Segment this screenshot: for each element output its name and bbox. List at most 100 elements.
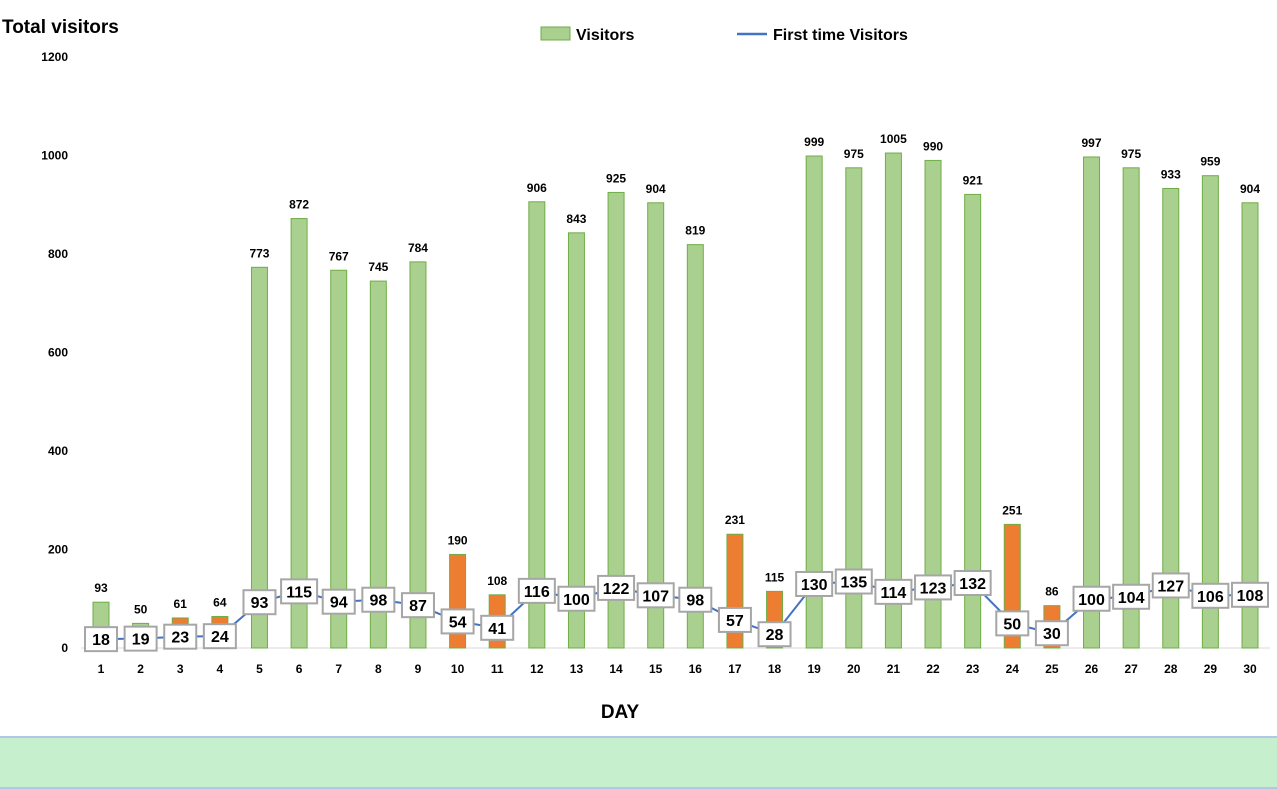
bar-visitors-day-8 — [369, 280, 387, 649]
bar-value-label: 997 — [1082, 136, 1102, 150]
x-tick-label: 5 — [256, 662, 263, 676]
x-tick-label: 9 — [415, 662, 422, 676]
line-point-label: 104 — [1118, 590, 1145, 607]
x-tick-label: 8 — [375, 662, 382, 676]
bar-value-label: 773 — [249, 246, 269, 260]
line-point-label-box — [1151, 572, 1190, 599]
line-point-label-box — [953, 569, 992, 596]
line-point-label-box — [1112, 583, 1151, 610]
x-tick-label: 10 — [451, 662, 465, 676]
bar-visitors-day-15 — [647, 202, 665, 649]
bar-visitors-day-12 — [528, 201, 546, 649]
x-tick-label: 15 — [649, 662, 663, 676]
x-tick-label: 20 — [847, 662, 861, 676]
y-tick-label: 800 — [48, 247, 68, 261]
bar-value-label: 904 — [1240, 182, 1260, 196]
line-point-label: 93 — [251, 595, 269, 612]
line-point-label-box — [636, 582, 675, 609]
x-tick-label: 14 — [609, 662, 623, 676]
bar-visitors-day-28 — [1162, 187, 1180, 649]
bar-visitors-day-5 — [250, 266, 268, 649]
line-point-label-box — [1191, 582, 1230, 609]
x-tick-label: 24 — [1006, 662, 1020, 676]
bar-value-label: 975 — [844, 147, 864, 161]
line-point-label-box — [321, 588, 356, 615]
x-tick-label: 29 — [1204, 662, 1218, 676]
bar-visitors-day-29 — [1201, 175, 1219, 649]
y-tick-label: 200 — [48, 543, 68, 557]
line-point-label: 114 — [881, 585, 907, 602]
bar-visitors-day-21 — [884, 152, 902, 649]
line-point-label-box — [400, 592, 435, 619]
y-tick-label: 600 — [48, 346, 68, 360]
bar-value-label: 872 — [289, 198, 309, 212]
line-point-label: 94 — [330, 595, 348, 612]
bar-visitors-day-19 — [805, 155, 823, 649]
line-point-label-box — [361, 586, 396, 613]
line-point-label: 41 — [488, 621, 506, 638]
line-point-label-box — [834, 568, 873, 595]
x-tick-label: 11 — [491, 662, 504, 676]
x-tick-label: 13 — [570, 662, 584, 676]
line-point-label: 132 — [959, 576, 986, 593]
bar-value-label: 61 — [174, 597, 188, 611]
bar-visitors-day-23 — [964, 193, 982, 649]
line-point-label: 54 — [449, 614, 467, 631]
line-point-label-box — [914, 574, 953, 601]
legend-visitors-label: Visitors — [576, 27, 635, 44]
bar-visitors-day-16 — [686, 244, 704, 649]
bar-visitors-day-26 — [1083, 156, 1101, 649]
line-point-label-box — [995, 610, 1030, 637]
bar-visitors-day-14 — [607, 191, 625, 649]
line-point-label: 87 — [409, 598, 427, 615]
bar-visitors-day-9 — [409, 261, 427, 649]
legend-visitors-swatch — [540, 26, 571, 41]
bar-value-label: 925 — [606, 171, 626, 185]
x-tick-label: 17 — [728, 662, 742, 676]
x-tick-label: 4 — [217, 662, 224, 676]
line-point-label-box — [597, 574, 636, 601]
x-tick-label: 16 — [689, 662, 703, 676]
line-point-label: 98 — [686, 593, 704, 610]
line-point-label: 30 — [1043, 626, 1061, 643]
bar-visitors-day-7 — [330, 269, 348, 649]
bar-value-label: 784 — [408, 241, 428, 255]
bar-value-label: 999 — [804, 135, 824, 149]
bar-visitors-day-13 — [567, 232, 585, 649]
line-point-label: 100 — [1078, 592, 1105, 609]
y-tick-label: 0 — [61, 641, 68, 655]
bar-value-label: 906 — [527, 181, 547, 195]
x-tick-label: 23 — [966, 662, 980, 676]
line-point-label-box — [517, 577, 556, 604]
bar-value-label: 933 — [1161, 167, 1181, 181]
line-point-label-box — [280, 578, 319, 605]
bar-value-label: 108 — [487, 574, 507, 588]
x-tick-label: 30 — [1243, 662, 1257, 676]
x-tick-label: 26 — [1085, 662, 1099, 676]
line-point-label-box — [163, 623, 198, 650]
legend: Visitors First time Visitors — [540, 26, 908, 44]
x-tick-label: 7 — [335, 662, 342, 676]
bar-visitors-day-6 — [290, 218, 308, 649]
bar-visitors-day-22 — [924, 159, 942, 649]
bar-value-label: 990 — [923, 139, 943, 153]
line-point-label-box — [480, 614, 515, 641]
visitors-chart: Total visitors Visitors First time Visit… — [2, 17, 1270, 723]
line-point-label: 123 — [920, 580, 947, 597]
bar-value-label: 231 — [725, 513, 745, 527]
bar-value-label: 1005 — [880, 132, 907, 146]
x-tick-label: 19 — [807, 662, 821, 676]
line-point-label-box — [757, 621, 792, 648]
line-point-label-box — [1231, 581, 1269, 608]
line-point-label: 130 — [801, 577, 828, 594]
bar-value-label: 86 — [1045, 585, 1059, 599]
line-point-label: 135 — [840, 575, 867, 592]
line-point-label-box — [123, 625, 158, 652]
line-point-label-box — [717, 606, 752, 633]
x-tick-label: 27 — [1124, 662, 1138, 676]
line-point-label: 107 — [642, 588, 669, 605]
y-tick-label: 1200 — [41, 50, 68, 64]
line-point-label: 23 — [171, 630, 189, 647]
line-point-label: 19 — [132, 632, 150, 649]
legend-first-time-label: First time Visitors — [773, 27, 908, 44]
